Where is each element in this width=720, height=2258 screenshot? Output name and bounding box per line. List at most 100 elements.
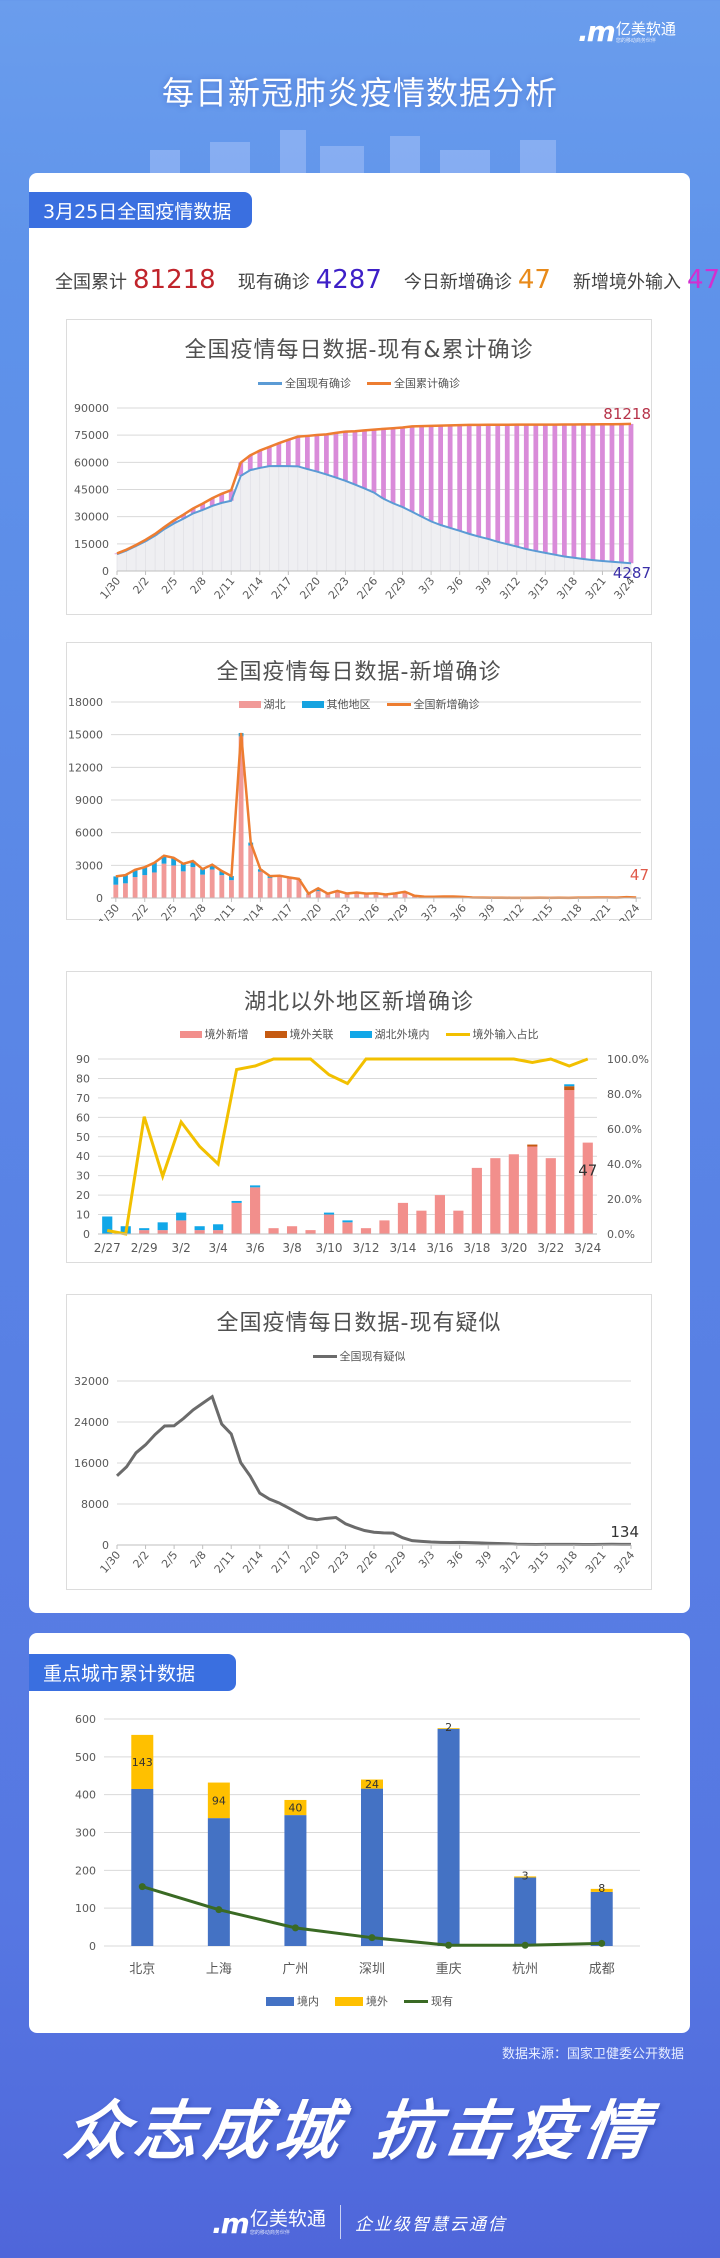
bar-imported-new [139, 1230, 150, 1234]
gap-bar [504, 424, 510, 545]
y-tick-label: 70 [76, 1092, 90, 1105]
bar-hubei [190, 867, 196, 898]
y-tick-label: 60000 [74, 456, 109, 469]
bar-hubei [257, 871, 263, 898]
chart-legend: 全国现有疑似 [67, 1348, 651, 1364]
line-cumulative-confirmed [116, 422, 632, 555]
gap-bar [276, 443, 282, 466]
chart-legend: 全国现有确诊 全国累计确诊 [67, 375, 651, 391]
x-tick-label: 3/24 [617, 902, 643, 921]
bar-hubei [132, 877, 138, 898]
y-tick-label: 0 [102, 565, 109, 578]
y-tick-label: 100 [75, 1902, 96, 1915]
legend-swatch [367, 381, 391, 385]
chart-suspected: 全国疫情每日数据-现有疑似 全国现有疑似 0 8000 16000 24000 3200… [66, 1294, 652, 1590]
gap-bar [542, 424, 548, 553]
bar-imported-new [434, 1195, 445, 1234]
chart-title: 湖北以外地区新增确诊 [243, 990, 474, 1015]
x-tick-label: 3/18 [554, 575, 580, 602]
x-tick-label: 1/30 [97, 1549, 123, 1576]
bar-hubei [180, 871, 186, 898]
bar-imported-new [360, 1228, 372, 1234]
bar-data-label: 94 [212, 1794, 226, 1807]
national-data-card: 3月25日全国疫情数据 全国累计 81218 现有确诊 4287 今日新增确诊 … [29, 173, 720, 1613]
legend-item: 全国现有确诊 [258, 375, 351, 391]
y-tick-label: 12000 [68, 761, 103, 774]
bar-domestic [590, 1891, 613, 1946]
x-tick-label: 3/15 [526, 575, 552, 602]
gap-bar [447, 425, 453, 528]
bar-local-outside-hubei [194, 1226, 205, 1231]
x-tick-label: 3/12 [353, 1241, 380, 1255]
x-category-label: 上海 [206, 1962, 232, 1977]
x-tick-label: 2/2 [130, 902, 151, 921]
bar-imported [590, 1888, 613, 1892]
x-tick-label: 3/20 [500, 1241, 527, 1255]
x-tick-label: 3/6 [445, 575, 466, 597]
x-category-label: 重庆 [436, 1961, 462, 1977]
x-tick-label: 3/10 [316, 1241, 343, 1255]
x-tick-label: 3/24 [611, 1549, 637, 1576]
gap-bar [523, 424, 529, 550]
bar-data-label: 2 [445, 1721, 452, 1734]
chart-legend: 境外新增 境外关联 湖北外境内 境外输入占比 [67, 1026, 651, 1042]
x-tick-label: 3/3 [419, 902, 440, 921]
bar-data-label: 8 [598, 1882, 605, 1895]
x-tick-label: 3/3 [416, 1549, 437, 1571]
x-category-label: 广州 [282, 1962, 308, 1977]
bar-imported [131, 1734, 154, 1789]
stat-label-current: 现有确诊 [237, 272, 310, 293]
gap-bar [381, 428, 386, 499]
x-tick-label: 2/23 [328, 902, 354, 921]
city-data-card: 重点城市累计数据 0 100 200 300 400 500 600 143 北京 94 上海 40 广… [29, 1633, 690, 2033]
bar-local-outside-hubei [213, 1224, 224, 1231]
chart-legend: 湖北 其他地区 全国新增确诊 [67, 696, 651, 712]
bar-hubei [219, 875, 225, 898]
x-tick-label: 2/8 [188, 1549, 209, 1571]
y-tick-label: 24000 [74, 1416, 109, 1429]
gap-bar [200, 503, 206, 510]
line-marker [291, 1924, 299, 1932]
bar-domestic [437, 1728, 460, 1946]
x-tick-label: 3/9 [473, 575, 494, 597]
bar-other-regions [161, 855, 167, 864]
stat-label-total: 全国累计 [55, 272, 127, 293]
brand-name: 亿美软通 [615, 20, 676, 38]
gap-bar [571, 424, 577, 558]
bar-imported-new [453, 1210, 464, 1234]
x-tick-label: 2/5 [159, 575, 180, 597]
y-tick-label: 400 [75, 1789, 96, 1802]
x-tick-label: 2/2 [131, 1549, 152, 1571]
y-tick-label: 45000 [74, 484, 109, 497]
x-tick-label: 3/21 [588, 902, 614, 921]
bar-data-label: 24 [365, 1778, 379, 1791]
gap-bar [247, 455, 253, 471]
legend-swatch [335, 1996, 363, 2006]
x-category-label: 杭州 [512, 1962, 538, 1977]
line-imported-ratio [106, 1057, 589, 1236]
x-tick-label: 3/8 [282, 1241, 301, 1255]
bar-imported-new [397, 1202, 409, 1234]
slogan: 众志成城 抗击疫情 [59, 2094, 659, 2169]
bar-data-label: 40 [288, 1802, 302, 1815]
legend-item: 其他地区 [301, 696, 371, 712]
x-tick-label: 3/14 [389, 1241, 416, 1255]
brand-subtitle: 您的移动商务伙伴 [615, 38, 656, 44]
bar-imported-new [342, 1222, 353, 1234]
gap-bar [238, 462, 244, 476]
legend-item: 境外 [335, 1993, 388, 2009]
bar-hubei [335, 891, 340, 898]
page-title: 每日新冠肺炎疫情数据分析 [161, 74, 558, 112]
bar-data-label: 3 [522, 1869, 529, 1882]
legend-item: 湖北外境内 [349, 1026, 430, 1042]
bar-imported-new [416, 1210, 427, 1234]
gap-bar [390, 428, 396, 504]
bar-imported-new [490, 1158, 501, 1234]
bar-other-regions [180, 863, 186, 872]
legend-label: 境内 [297, 1995, 319, 2008]
y-tick-label: 0 [96, 892, 103, 905]
x-tick-label: 2/11 [212, 1549, 238, 1576]
bar-imported [361, 1779, 383, 1789]
bar-hubei [229, 880, 234, 898]
